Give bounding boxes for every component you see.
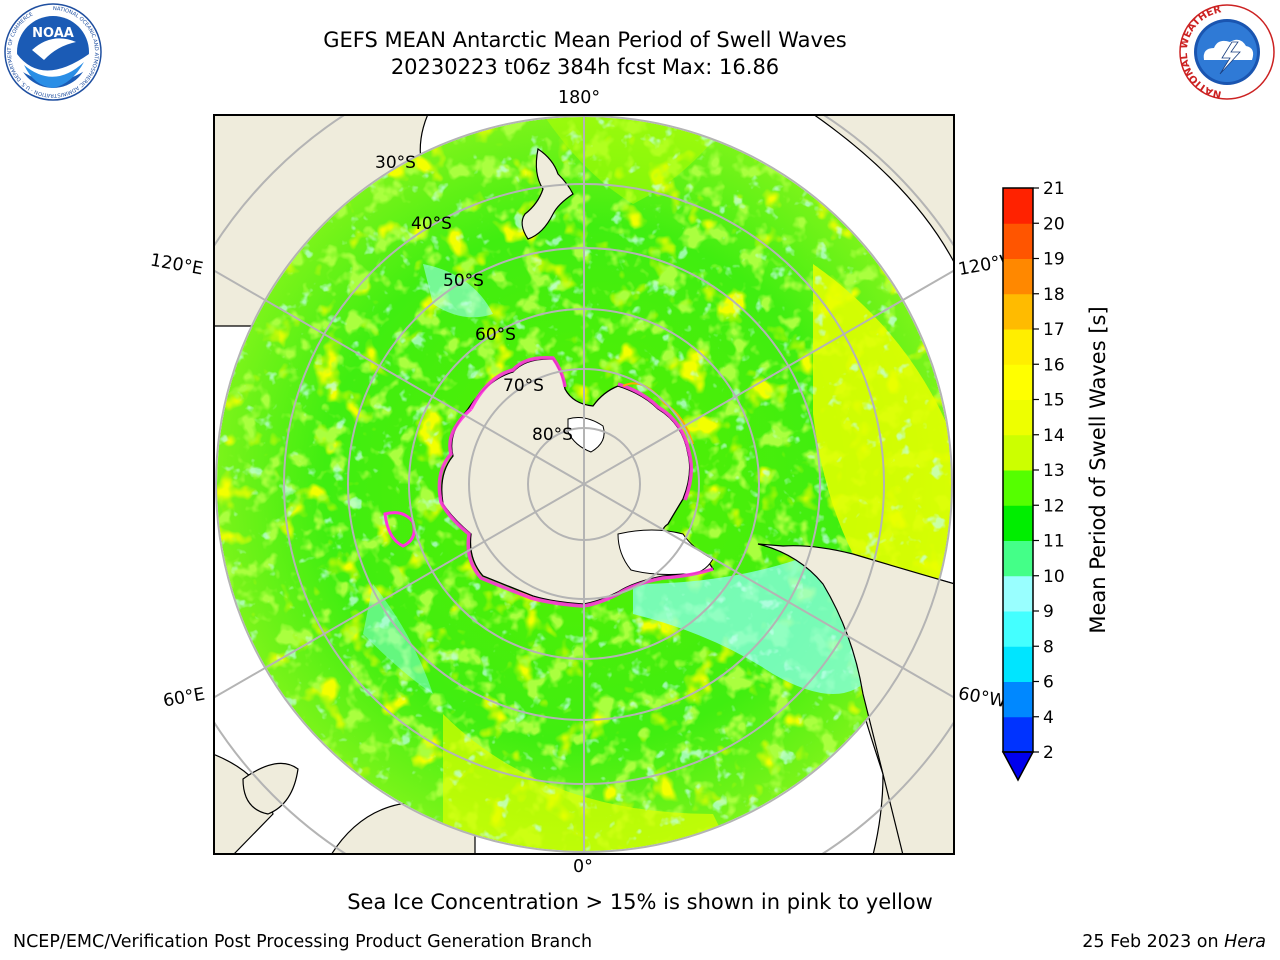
colorbar-extend-triangle (1001, 751, 1035, 782)
colorbar-tick-label: 14 (1043, 426, 1065, 446)
colorbar-swatch (1003, 223, 1033, 259)
colorbar-tick-label: 8 (1043, 637, 1054, 657)
colorbar-swatch (1003, 258, 1033, 295)
colorbar-swatch (1003, 540, 1033, 577)
colorbar-tick-label: 21 (1043, 180, 1065, 199)
colorbar-tick-label: 12 (1043, 496, 1065, 516)
lat-label-70s: 70°S (503, 376, 544, 396)
footer-host: Hera (1224, 932, 1266, 952)
footer-date-text: 25 Feb 2023 on (1082, 932, 1225, 952)
colorbar-swatch (1003, 716, 1033, 753)
colorbar-swatch (1003, 681, 1033, 718)
colorbar: 2 4 6 8 9 10 11 12 13 14 15 16 17 18 19 20 21 Mean Perio… (1001, 180, 1110, 782)
colorbar-swatch (1003, 399, 1033, 436)
colorbar-swatch (1003, 505, 1033, 541)
lat-label-30s: 30°S (375, 153, 416, 173)
colorbar-tick-label: 4 (1043, 708, 1054, 728)
colorbar-swatch (1003, 646, 1033, 682)
land-inner (521, 148, 955, 855)
lat-label-80s: 80°S (532, 425, 573, 445)
chart-title: GEFS MEAN Antarctic Mean Period of Swell… (323, 28, 847, 52)
sea-ice-caption: Sea Ice Concentration > 15% is shown in … (347, 890, 933, 914)
colorbar-tick-label: 18 (1043, 285, 1065, 305)
noaa-logo-text: NOAA (32, 26, 74, 41)
colorbar-swatch (1003, 434, 1033, 471)
colorbar-swatch (1003, 188, 1033, 224)
lat-label-40s: 40°S (411, 214, 452, 234)
footer-date: 25 Feb 2023 on Hera (1082, 932, 1266, 952)
nws-logo: NATIONAL WEATHER SERVICE (1176, 2, 1275, 100)
lon-label-0: 0° (573, 857, 593, 877)
colorbar-swatch (1003, 470, 1033, 506)
lon-label-60e: 60°E (161, 684, 207, 712)
colorbar-tick-label: 9 (1043, 602, 1054, 622)
colorbar-tick-label: 15 (1043, 391, 1065, 411)
colorbar-tick-label: 13 (1043, 461, 1065, 481)
colorbar-tick-label: 20 (1043, 214, 1065, 234)
colorbar-swatch (1003, 329, 1033, 365)
lon-label-120e: 120°E (148, 250, 205, 280)
colorbar-swatch (1003, 293, 1033, 330)
colorbar-tick-label: 11 (1043, 532, 1065, 552)
colorbar-tick-label: 16 (1043, 355, 1065, 375)
lat-label-60s: 60°S (475, 325, 516, 345)
polar-map: 30°S 40°S 50°S 60°S 70°S 80°S (213, 114, 955, 855)
colorbar-tick-label: 10 (1043, 567, 1065, 587)
footer-producer: NCEP/EMC/Verification Post Processing Pr… (13, 932, 593, 952)
noaa-logo: NOAA NATIONAL OCEANIC AND ATMOSPHERIC AD… (4, 3, 102, 101)
chart-subtitle: 20230223 t06z 384h fcst Max: 16.86 (390, 55, 780, 79)
colorbar-tick-label: 19 (1043, 250, 1065, 270)
colorbar-tick-label: 6 (1043, 673, 1054, 693)
lat-label-50s: 50°S (443, 271, 484, 291)
colorbar-tick-label: 17 (1043, 320, 1065, 340)
map-frame (213, 114, 955, 855)
colorbar-label: Mean Period of Swell Waves [s] (1086, 306, 1110, 633)
colorbar-swatch (1003, 364, 1033, 400)
colorbar-swatch (1003, 611, 1033, 647)
lon-label-180: 180° (558, 88, 601, 108)
colorbar-tick-label: 2 (1043, 743, 1054, 763)
colorbar-swatch (1003, 575, 1033, 612)
